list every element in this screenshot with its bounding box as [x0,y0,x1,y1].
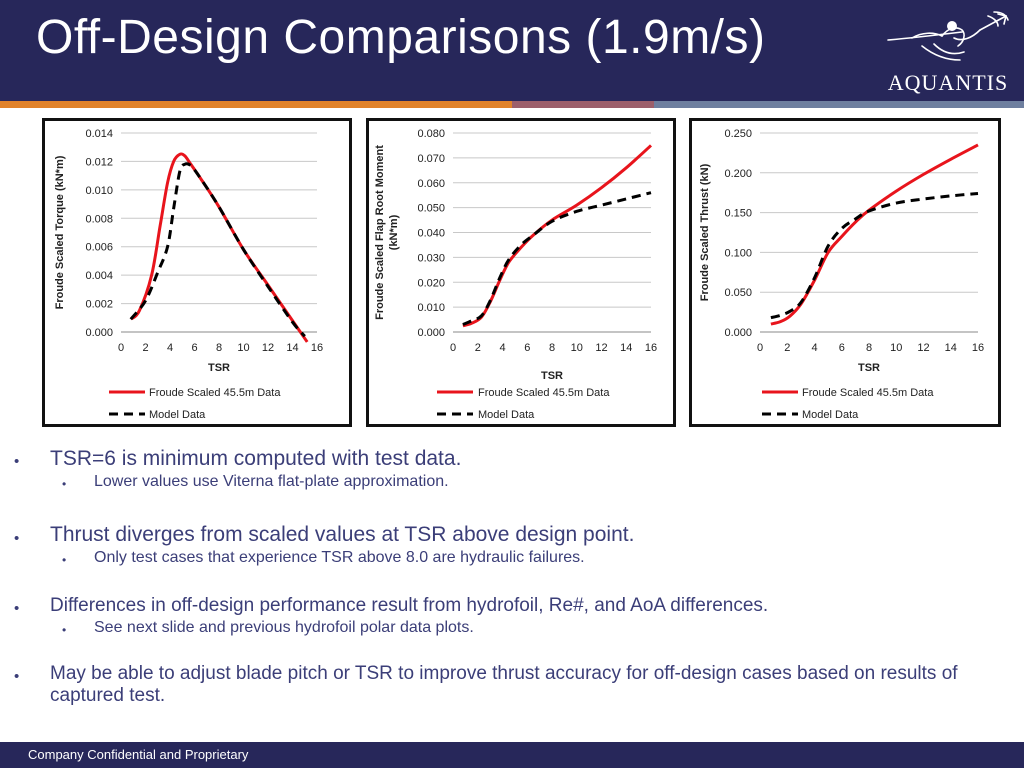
flap-moment-chart-series-model-line [462,191,652,326]
trident-figure-icon [887,11,1009,61]
bullet-text: Thrust diverges from scaled values at TS… [50,523,635,546]
thrust-chart-x-tick-label: 0 [757,342,763,354]
thrust-chart-x-tick-label: 4 [811,342,817,354]
torque-chart-y-axis-label: Froude Scaled Torque (kN*m) [54,155,66,309]
flap-moment-chart-x-tick-label: 14 [620,342,632,354]
flap-moment-chart-y-tick-label: 0.070 [417,153,445,165]
bullet-text: May be able to adjust blade pitch or TSR… [50,663,958,706]
torque-chart-x-tick-label: 8 [216,342,222,354]
accent-stripe-mauve [512,101,654,108]
thrust-chart-y-axis-label: Froude Scaled Thrust (kN) [699,163,711,301]
flap-moment-chart-x-tick-label: 12 [595,342,607,354]
logo-text: AQUANTIS [887,70,1009,95]
flap-moment-chart-y-tick-label: 0.030 [417,252,445,264]
flap-moment-chart-y-tick-label: 0.060 [417,178,445,190]
flap-moment-chart-y-tick-label: 0.080 [417,128,445,140]
torque-chart-x-tick-label: 4 [167,342,173,354]
torque-chart-x-axis-label: TSR [208,362,230,374]
torque-chart-series-test-line [129,152,309,343]
torque-chart-legend-label: Model Data [149,409,206,421]
flap-moment-chart-series-test-line [462,144,653,328]
torque-chart-y-tick-label: 0.000 [85,327,113,339]
torque-chart-series-model-line [129,162,306,338]
torque-chart-y-tick-label: 0.002 [85,299,113,311]
bullet-marker: • [14,668,20,685]
accent-stripe-orange [0,101,512,108]
slide-title: Off-Design Comparisons (1.9m/s) [36,11,766,64]
thrust-chart-x-axis-label: TSR [858,362,880,374]
thrust-chart-x-tick-label: 6 [839,342,845,354]
torque-chart-y-tick-label: 0.008 [85,213,113,225]
thrust-chart-x-tick-label: 2 [784,342,790,354]
flap-moment-chart-y-axis-label: Froude Scaled Flap Root Moment (kN*m) [374,145,400,320]
bullet-text: TSR=6 is minimum computed with test data… [50,447,462,470]
flap-moment-chart-x-axis-label: TSR [541,370,563,382]
sub-bullet-marker: • [62,553,67,567]
footer-bar: Company Confidential and Proprietary [0,742,1024,768]
flap-moment-chart: 0.000 0.010 0.020 0.030 0.040 0.050 0.060 0.070… [366,118,676,427]
thrust-chart-legend-label: Froude Scaled 45.5m Data [802,387,934,399]
thrust-chart-y-tick-label: 0.200 [724,168,752,180]
header-bar: Off-Design Comparisons (1.9m/s) AQUANTIS [0,0,1024,101]
thrust-chart-x-tick-label: 10 [890,342,902,354]
sub-bullet-text: Only test cases that experience TSR abov… [94,549,585,566]
thrust-chart-y-tick-label: 0.150 [724,208,752,220]
thrust-chart: 0.000 0.050 0.100 0.150 0.200 0.250 0 2 4 6 8 10 12 1… [689,118,1001,427]
torque-chart-y-tick-label: 0.014 [85,128,113,140]
flap-moment-chart-x-tick-label: 10 [571,342,583,354]
torque-chart-x-tick-label: 0 [118,342,124,354]
thrust-chart-series-model-line [770,192,979,320]
thrust-chart-x-tick-label: 8 [866,342,872,354]
flap-moment-chart-y-tick-label: 0.050 [417,203,445,215]
flap-moment-chart-x-tick-label: 8 [549,342,555,354]
torque-chart-x-tick-label: 6 [191,342,197,354]
sub-bullet-text: Lower values use Viterna flat-plate appr… [94,473,449,490]
thrust-chart-series-test-line [770,143,979,326]
bullet-marker: • [14,530,20,547]
torque-chart: 0.000 0.002 0.004 0.006 0.008 0.010 0.012 0.014… [42,118,352,427]
flap-moment-chart-y-tick-label: 0.000 [417,327,445,339]
flap-moment-chart-x-tick-label: 16 [645,342,657,354]
flap-moment-chart-x-tick-label: 2 [475,342,481,354]
flap-moment-chart-y-tick-label: 0.010 [417,302,445,314]
torque-chart-y-tick-label: 0.006 [85,242,113,254]
flap-moment-chart-y-tick-label: 0.040 [417,228,445,240]
thrust-chart-y-tick-label: 0.000 [724,327,752,339]
thrust-chart-x-tick-label: 14 [945,342,957,354]
bullet-marker: • [14,600,20,617]
thrust-chart-y-tick-label: 0.250 [724,128,752,140]
torque-chart-x-tick-label: 2 [142,342,148,354]
flap-moment-chart-legend-label: Froude Scaled 45.5m Data [478,387,610,399]
torque-chart-y-tick-label: 0.012 [85,156,113,168]
flap-moment-chart-y-tick-label: 0.020 [417,277,445,289]
flap-moment-chart-svg: 0.000 0.010 0.020 0.030 0.040 0.050 0.060 0.070… [374,128,657,421]
torque-chart-x-tick-label: 12 [262,342,274,354]
sub-bullet-marker: • [62,477,67,491]
thrust-chart-svg: 0.000 0.050 0.100 0.150 0.200 0.250 0 2 4 6 8 10 12 1… [699,128,984,421]
thrust-chart-legend-label: Model Data [802,409,859,421]
aquantis-logo: AQUANTIS [882,8,1014,96]
torque-chart-svg: 0.000 0.002 0.004 0.006 0.008 0.010 0.012 0.014… [54,128,323,421]
flap-moment-chart-x-tick-label: 0 [450,342,456,354]
thrust-chart-x-tick-label: 16 [972,342,984,354]
sub-bullet-marker: • [62,623,67,637]
bullet-marker: • [14,453,20,470]
thrust-chart-y-tick-label: 0.050 [724,287,752,299]
torque-chart-x-tick-label: 14 [286,342,298,354]
bullet-text: Differences in off-design performance re… [50,595,769,616]
flap-moment-chart-legend-label: Model Data [478,409,535,421]
thrust-chart-y-tick-label: 0.100 [724,247,752,259]
torque-chart-legend-label: Froude Scaled 45.5m Data [149,387,281,399]
flap-moment-chart-x-tick-label: 6 [524,342,530,354]
torque-chart-y-tick-label: 0.004 [85,270,113,282]
torque-chart-x-tick-label: 10 [237,342,249,354]
torque-chart-x-tick-label: 16 [311,342,323,354]
footer-text: Company Confidential and Proprietary [28,747,249,762]
flap-moment-chart-x-tick-label: 4 [499,342,505,354]
accent-stripe-blue [654,101,1024,108]
sub-bullet-text: See next slide and previous hydrofoil po… [94,619,474,636]
torque-chart-y-tick-label: 0.010 [85,185,113,197]
thrust-chart-x-tick-label: 12 [917,342,929,354]
